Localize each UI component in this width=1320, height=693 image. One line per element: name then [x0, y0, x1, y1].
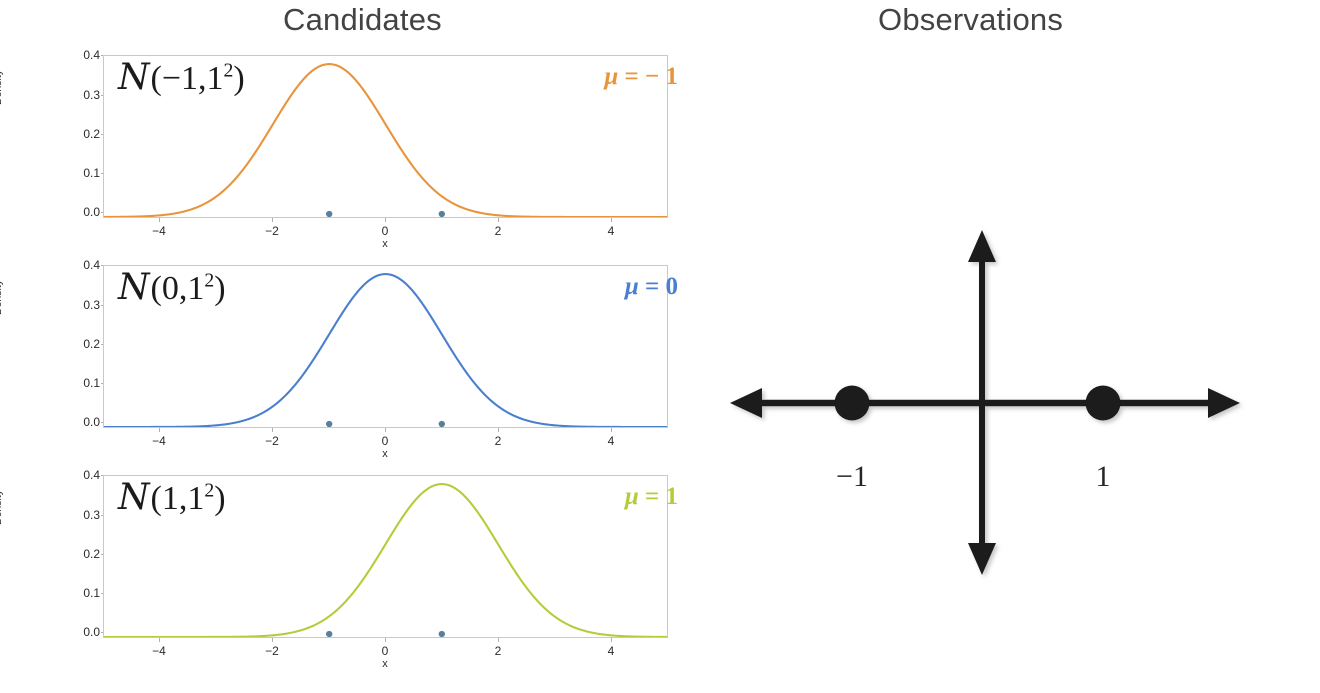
page-title-candidates: Candidates [283, 2, 442, 37]
y-tick-label: 0.1 [83, 376, 100, 390]
density-curve-svg-1 [104, 273, 667, 427]
density-plot-panel-0: Density 0.4 0.3 0.2 0.1 0.0 N(−1,12) [0, 45, 700, 255]
caption-close: ) [214, 270, 226, 307]
number-line-cross-diagram [730, 230, 1240, 575]
right-arrowhead [1208, 388, 1240, 418]
x-tick-label: 2 [494, 644, 502, 658]
page-title-observations: Observations [878, 2, 1064, 37]
observation-point-pos1 [1085, 385, 1121, 421]
distribution-caption-2: N(1,12) [118, 477, 226, 518]
observation-label-neg1: −1 [836, 460, 868, 493]
observation-markers-svg-0 [326, 210, 445, 217]
x-axis-label-0: x [382, 238, 388, 250]
y-tick-label: 0.2 [83, 337, 100, 351]
caption-close: ) [214, 480, 226, 517]
x-axis-ticks-0: −4 −2 0 2 4 x [103, 218, 668, 252]
y-axis-label-1: Density [0, 279, 4, 315]
y-tick-label: 0.3 [83, 88, 100, 102]
caption-exponent: 2 [204, 269, 215, 292]
density-curve-svg-2 [104, 483, 667, 637]
down-arrowhead [968, 543, 996, 575]
y-tick-label: 0.1 [83, 586, 100, 600]
mu-symbol: μ [624, 483, 639, 510]
y-tick-label: 0.4 [83, 48, 100, 62]
caption-script-n: N [118, 57, 150, 98]
mu-annotation-0: μ = − 1 [604, 63, 678, 91]
x-axis-label-2: x [382, 658, 388, 670]
caption-exponent: 2 [223, 59, 234, 82]
y-tick-label: 0.2 [83, 127, 100, 141]
x-tick-label: −2 [265, 224, 279, 238]
x-axis-ticks-1: −4 −2 0 2 4 x [103, 428, 668, 462]
density-plot-panel-1: Density 0.4 0.3 0.2 0.1 0.0 N(0,12) [0, 255, 700, 465]
x-tick-label: 0 [381, 644, 389, 658]
y-axis-label-0: Density [0, 69, 4, 105]
caption-body: (0,1 [150, 270, 205, 307]
caption-close: ) [233, 60, 245, 97]
x-tick-label: 2 [494, 224, 502, 238]
observations-column: −1 1 [700, 40, 1320, 653]
y-tick-label: 0.1 [83, 166, 100, 180]
y-axis-ticks-0: 0.4 0.3 0.2 0.1 0.0 [60, 48, 105, 219]
up-arrowhead [968, 230, 996, 262]
plot-area-1 [103, 265, 668, 428]
density-curve-svg-0 [104, 63, 667, 217]
x-axis-ticks-2: −4 −2 0 2 4 x [103, 638, 668, 672]
x-tick-label: −2 [265, 644, 279, 658]
plot-area-0 [103, 55, 668, 218]
x-tick-label: 0 [381, 224, 389, 238]
caption-script-n: N [118, 477, 150, 518]
observation-markers-svg-1 [326, 420, 445, 427]
x-tick-label: 2 [494, 434, 502, 448]
left-arrowhead [730, 388, 762, 418]
y-tick-label: 0.0 [83, 415, 100, 429]
x-tick-label: 0 [381, 434, 389, 448]
observation-markers-svg-2 [326, 630, 445, 637]
x-tick-label: 4 [607, 434, 615, 448]
mu-value: = 1 [638, 483, 678, 510]
mu-value: = − 1 [618, 63, 679, 90]
y-axis-ticks-1: 0.4 0.3 0.2 0.1 0.0 [60, 258, 105, 429]
plot-area-2 [103, 475, 668, 638]
mu-value: = 0 [638, 273, 678, 300]
mu-symbol: μ [604, 63, 619, 90]
caption-body: (1,1 [150, 480, 205, 517]
observation-point-neg1 [834, 385, 870, 421]
x-tick-label: 4 [607, 224, 615, 238]
y-tick-label: 0.0 [83, 205, 100, 219]
observation-label-pos1: 1 [1095, 460, 1111, 493]
candidates-column: Density 0.4 0.3 0.2 0.1 0.0 N(−1,12) [0, 40, 700, 670]
mu-symbol: μ [624, 273, 639, 300]
caption-body: (−1,1 [150, 60, 224, 97]
y-axis-label-2: Density [0, 489, 4, 525]
y-tick-label: 0.4 [83, 468, 100, 482]
y-tick-label: 0.0 [83, 625, 100, 639]
mu-annotation-1: μ = 0 [625, 273, 678, 301]
distribution-caption-0: N(−1,12) [118, 57, 245, 98]
density-plot-panel-2: Density 0.4 0.3 0.2 0.1 0.0 N(1,12) [0, 465, 700, 693]
y-tick-label: 0.2 [83, 547, 100, 561]
mu-annotation-2: μ = 1 [625, 483, 678, 511]
x-tick-label: 4 [607, 644, 615, 658]
x-tick-label: −2 [265, 434, 279, 448]
y-tick-label: 0.4 [83, 258, 100, 272]
caption-script-n: N [118, 267, 150, 308]
distribution-caption-1: N(0,12) [118, 267, 226, 308]
y-tick-label: 0.3 [83, 508, 100, 522]
x-tick-label: −4 [152, 224, 166, 238]
caption-exponent: 2 [204, 479, 215, 502]
y-axis-ticks-2: 0.4 0.3 0.2 0.1 0.0 [60, 468, 105, 639]
x-axis-label-1: x [382, 448, 388, 460]
x-tick-label: −4 [152, 644, 166, 658]
x-tick-label: −4 [152, 434, 166, 448]
y-tick-label: 0.3 [83, 298, 100, 312]
